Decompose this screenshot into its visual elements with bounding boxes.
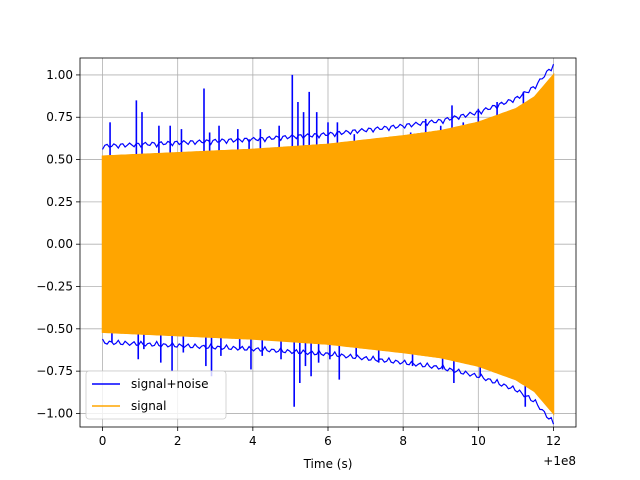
legend-label-signal-noise: signal+noise (131, 377, 208, 391)
x-tick-label: 4 (249, 434, 257, 448)
series-signal-noise-upper (101, 63, 555, 150)
series-signal-noise-lower (101, 338, 555, 425)
y-tick-label: −0.50 (36, 322, 73, 336)
x-axis-offset-label: +1e8 (543, 454, 576, 468)
x-tick-label: 2 (174, 434, 182, 448)
y-tick-label: −0.75 (36, 364, 73, 378)
x-tick-label: 8 (399, 434, 407, 448)
y-tick-label: 0.50 (46, 153, 73, 167)
series-signal (101, 72, 555, 416)
y-tick-label: 0.75 (46, 110, 73, 124)
x-tick-label: 10 (471, 434, 486, 448)
legend-label-signal: signal (131, 399, 167, 413)
legend-box (85, 370, 227, 420)
y-tick-label: −1.00 (36, 406, 73, 420)
x-tick-label: 12 (546, 434, 561, 448)
y-tick-label: 1.00 (46, 68, 73, 82)
x-axis-ticks: 0 2 4 6 8 10 12 (99, 427, 561, 448)
y-axis-ticks: −1.00 −0.75 −0.50 −0.25 0.00 0.25 0.50 0.75 1.00 (36, 68, 80, 420)
y-tick-label: −0.25 (36, 280, 73, 294)
y-tick-label: 0.00 (46, 237, 73, 251)
x-tick-label: 0 (99, 434, 107, 448)
x-axis-label: Time (s) (303, 457, 353, 471)
plot-area (101, 63, 555, 425)
x-tick-label: 6 (324, 434, 332, 448)
y-tick-label: 0.25 (46, 195, 73, 209)
legend: signal+noise signal (85, 370, 227, 420)
